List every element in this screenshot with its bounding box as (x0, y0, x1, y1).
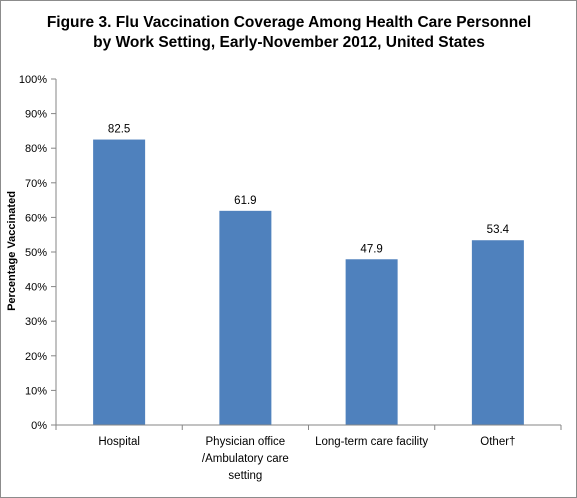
x-axis-category-labels: Hospital Physician office/Ambulatory care… (98, 436, 515, 482)
category-label: /Ambulatory care (202, 453, 289, 465)
category-label: Physician office (206, 436, 286, 448)
bar (219, 210, 272, 425)
bar (471, 240, 524, 425)
y-tick-label: 60% (25, 212, 47, 224)
y-tick-label: 80% (25, 143, 47, 155)
y-tick-label: 100% (19, 74, 47, 86)
y-tick-label: 40% (25, 282, 47, 294)
y-tick-label: 10% (25, 385, 47, 397)
chart-title-line: Figure 3. Flu Vaccination Coverage Among… (47, 14, 531, 31)
data-label: 53.4 (487, 224, 510, 236)
bars (93, 139, 524, 426)
y-axis-label: Percentage Vaccinated (6, 191, 18, 311)
y-tick-label: 20% (25, 351, 47, 363)
data-labels: 82.5 61.9 47.9 53.4 (108, 124, 510, 256)
chart-title-line: by Work Setting, Early-November 2012, Un… (93, 34, 485, 51)
y-tick-label: 90% (25, 109, 47, 121)
bar (345, 259, 398, 425)
data-label: 82.5 (108, 124, 130, 136)
chart-title: Figure 3. Flu Vaccination Coverage Among… (47, 14, 531, 51)
category-label: Long-term care facility (315, 436, 428, 448)
category-label: setting (228, 470, 262, 482)
category-label: Hospital (98, 436, 140, 448)
x-axis-ticks (55, 425, 562, 430)
y-tick-label: 70% (25, 178, 47, 190)
category-label: Other† (480, 436, 515, 448)
y-axis-ticks: 0% 10% 20% 30% 40% 50% 60% 70% 80% 90% 100% (19, 74, 56, 432)
data-label: 47.9 (360, 243, 382, 255)
data-label: 61.9 (234, 195, 256, 207)
bar (93, 139, 146, 426)
y-tick-label: 30% (25, 316, 47, 328)
y-tick-label: 0% (31, 420, 47, 432)
y-tick-label: 50% (25, 247, 47, 259)
